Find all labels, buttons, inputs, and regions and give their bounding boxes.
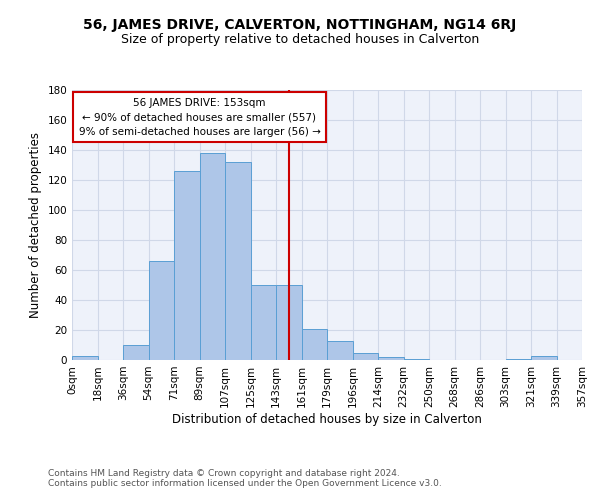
Text: 56, JAMES DRIVE, CALVERTON, NOTTINGHAM, NG14 6RJ: 56, JAMES DRIVE, CALVERTON, NOTTINGHAM, … <box>83 18 517 32</box>
Bar <box>404 358 429 360</box>
Bar <box>378 357 404 360</box>
Bar <box>174 171 199 360</box>
Text: 56 JAMES DRIVE: 153sqm
← 90% of detached houses are smaller (557)
9% of semi-det: 56 JAMES DRIVE: 153sqm ← 90% of detached… <box>79 98 320 137</box>
X-axis label: Distribution of detached houses by size in Calverton: Distribution of detached houses by size … <box>172 412 482 426</box>
Bar <box>251 285 276 360</box>
Text: Contains public sector information licensed under the Open Government Licence v3: Contains public sector information licen… <box>48 478 442 488</box>
Bar <box>199 153 225 360</box>
Bar <box>353 352 378 360</box>
Bar <box>531 356 557 360</box>
Bar <box>123 345 149 360</box>
Bar <box>276 285 302 360</box>
Bar <box>505 358 531 360</box>
Bar <box>72 356 97 360</box>
Text: Contains HM Land Registry data © Crown copyright and database right 2024.: Contains HM Land Registry data © Crown c… <box>48 468 400 477</box>
Bar <box>302 328 327 360</box>
Bar <box>327 340 353 360</box>
Bar <box>225 162 251 360</box>
Bar <box>149 261 174 360</box>
Y-axis label: Number of detached properties: Number of detached properties <box>29 132 42 318</box>
Text: Size of property relative to detached houses in Calverton: Size of property relative to detached ho… <box>121 32 479 46</box>
